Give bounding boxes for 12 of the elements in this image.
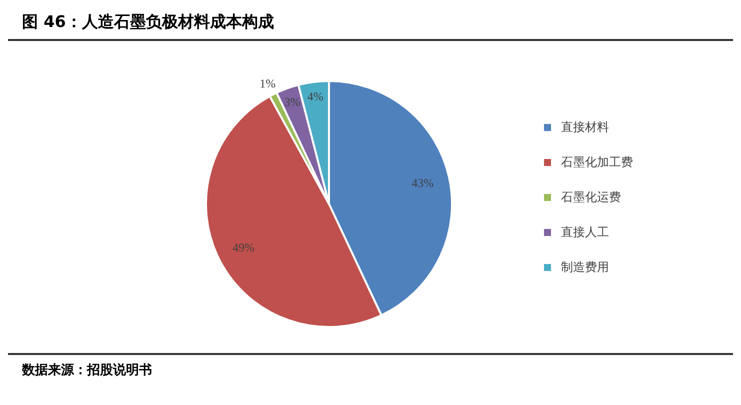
data-label: 3% — [284, 95, 300, 110]
legend-label: 石墨化加工费 — [561, 154, 633, 168]
legend-label: 石墨化运费 — [561, 190, 621, 204]
data-label: 49% — [232, 240, 255, 255]
data-label: 43% — [412, 176, 434, 190]
legend-label: 直接材料 — [561, 120, 609, 134]
data-label: 1% — [260, 76, 276, 90]
chart-title: 图 46：人造石墨负极材料成本构成 — [8, 8, 733, 41]
legend-label: 直接人工 — [561, 224, 609, 238]
source-note: 数据来源：招股说明书 — [8, 353, 733, 379]
data-label: 4% — [307, 90, 324, 104]
legend-label: 制造费用 — [561, 260, 609, 274]
